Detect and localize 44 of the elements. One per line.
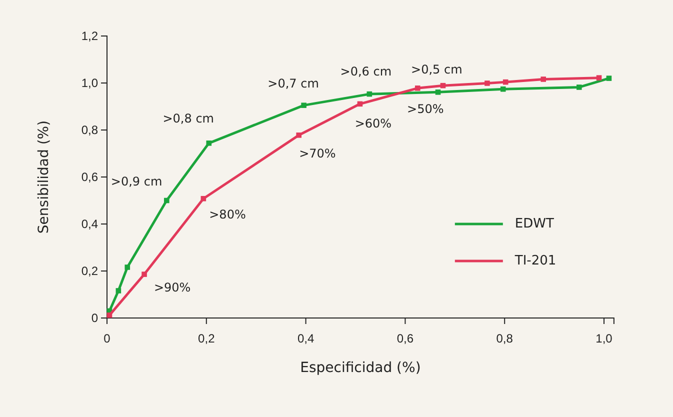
point <box>414 86 420 91</box>
annotation: >50% <box>407 102 444 116</box>
x-tick-label: 0,2 <box>198 332 216 346</box>
point <box>116 288 122 294</box>
y-tick-label: 0,4 <box>81 216 98 231</box>
point <box>484 80 490 86</box>
x-tick-label: 0,6 <box>396 332 414 346</box>
annotation: >0,6 cm <box>340 64 392 78</box>
point <box>106 312 112 318</box>
point <box>606 76 612 81</box>
annotation: >80% <box>209 207 246 222</box>
point <box>142 272 147 277</box>
point <box>500 86 506 92</box>
y-tick-label: 0,6 <box>81 170 98 184</box>
x-tick-label: 0 <box>104 332 111 346</box>
annotation: >60% <box>354 116 392 131</box>
annotation: >0,7 cm <box>268 76 319 91</box>
point <box>301 102 306 108</box>
x-tick-label: 1,0 <box>596 332 613 346</box>
annotation: >0,8 cm <box>162 111 214 126</box>
x-tick-label: 0,8 <box>496 332 514 346</box>
point <box>200 196 206 202</box>
y-tick-label: 1,0 <box>81 76 98 90</box>
point <box>576 84 582 90</box>
x-axis-title: Especificidad (%) <box>300 360 421 376</box>
annotation: >0,9 cm <box>110 174 162 189</box>
y-tick-label: 0 <box>91 310 98 325</box>
annotation: >90% <box>154 280 191 294</box>
point <box>435 90 441 95</box>
point <box>540 76 546 82</box>
point <box>296 132 302 138</box>
legend-label: TI-201 <box>514 254 556 269</box>
y-tick-label: 1,2 <box>81 28 98 43</box>
annotation: >0,5 cm <box>411 62 462 76</box>
point <box>124 264 130 270</box>
y-tick-label: 0,2 <box>81 264 98 278</box>
y-axis-title: Sensibilidad (%) <box>36 120 52 234</box>
point <box>164 198 170 204</box>
point <box>596 75 602 80</box>
x-tick-label: 0,4 <box>297 332 314 346</box>
legend-label: EDWT <box>514 216 554 232</box>
y-tick-label: 0,8 <box>81 122 98 137</box>
point <box>206 140 212 146</box>
annotation: >70% <box>299 146 336 160</box>
